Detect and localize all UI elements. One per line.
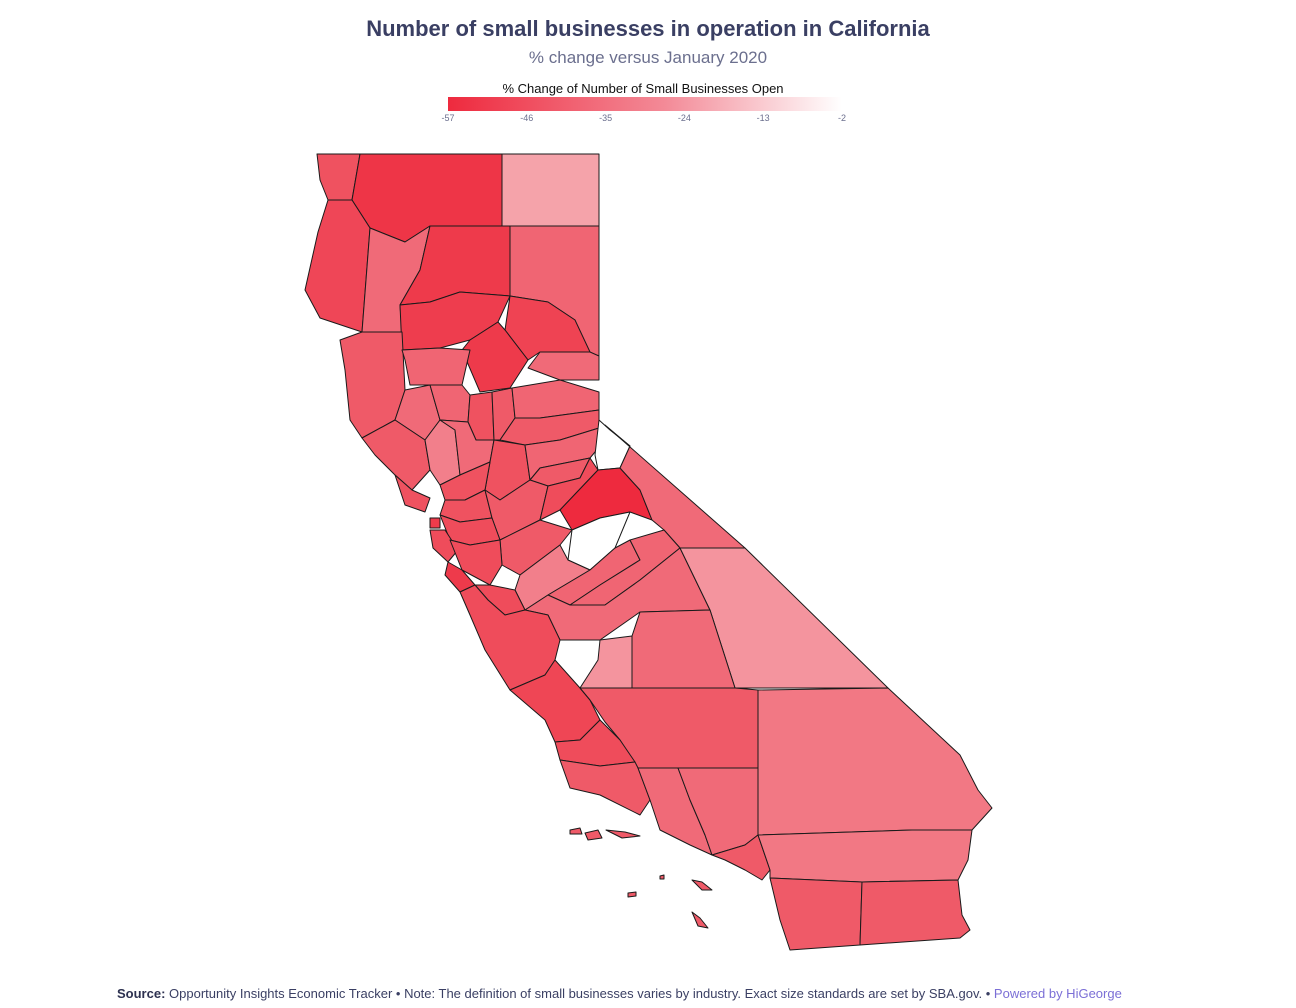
county-san-francisco[interactable]: [429, 517, 441, 529]
island-santa-cruz: [584, 829, 603, 841]
county-tulare[interactable]: [631, 609, 736, 689]
legend-tick-label: -35: [599, 113, 613, 123]
county-marin[interactable]: [394, 474, 431, 513]
chart-subtitle: % change versus January 2020: [528, 48, 768, 67]
island-san-clemente: [691, 911, 709, 929]
county-riverside[interactable]: [757, 829, 973, 883]
county-sierra[interactable]: [527, 351, 600, 381]
county-ventura[interactable]: [559, 759, 651, 816]
island-santa-catalina: [691, 879, 713, 891]
legend-tick-label: -57: [441, 113, 455, 123]
legend-tick-label: -46: [520, 113, 534, 123]
legend-tick-label: -2: [837, 113, 847, 123]
footer: Source: Opportunity Insights Economic Tr…: [117, 986, 1122, 1001]
legend-title: % Change of Number of Small Businesses O…: [502, 81, 784, 96]
county-san-luis-obispo[interactable]: [509, 659, 601, 743]
county-san-diego[interactable]: [769, 877, 863, 951]
county-modoc[interactable]: [501, 153, 600, 227]
california-county-map: [304, 153, 993, 951]
island-santa-rosa: [569, 827, 583, 835]
legend-tick-label: -13: [756, 113, 770, 123]
island-santa-barbara: [627, 891, 637, 898]
island-san-nicolas: [659, 874, 665, 880]
footer-source-text: Opportunity Insights Economic Tracker • …: [169, 986, 991, 1001]
county-san-mateo[interactable]: [429, 529, 459, 563]
county-imperial[interactable]: [859, 879, 971, 946]
footer-source-label: Source:: [117, 986, 166, 1001]
county-sonoma[interactable]: [361, 419, 431, 491]
county-inyo[interactable]: [679, 547, 889, 689]
county-glenn[interactable]: [401, 347, 471, 386]
county-orange[interactable]: [711, 834, 771, 881]
legend-ticks: -57 -46 -35 -24 -13 -2: [441, 113, 846, 127]
county-san-bernardino[interactable]: [757, 687, 993, 836]
legend-tick-label: -24: [677, 113, 691, 123]
county-kings[interactable]: [579, 635, 633, 689]
county-humboldt[interactable]: [304, 199, 371, 333]
powered-by-link[interactable]: Powered by HiGeorge: [993, 986, 1122, 1001]
legend-color-bar: [448, 97, 842, 111]
island-anacapa: [605, 829, 641, 839]
chart-title: Number of small businesses in operation …: [366, 16, 930, 41]
county-monterey[interactable]: [459, 584, 561, 691]
